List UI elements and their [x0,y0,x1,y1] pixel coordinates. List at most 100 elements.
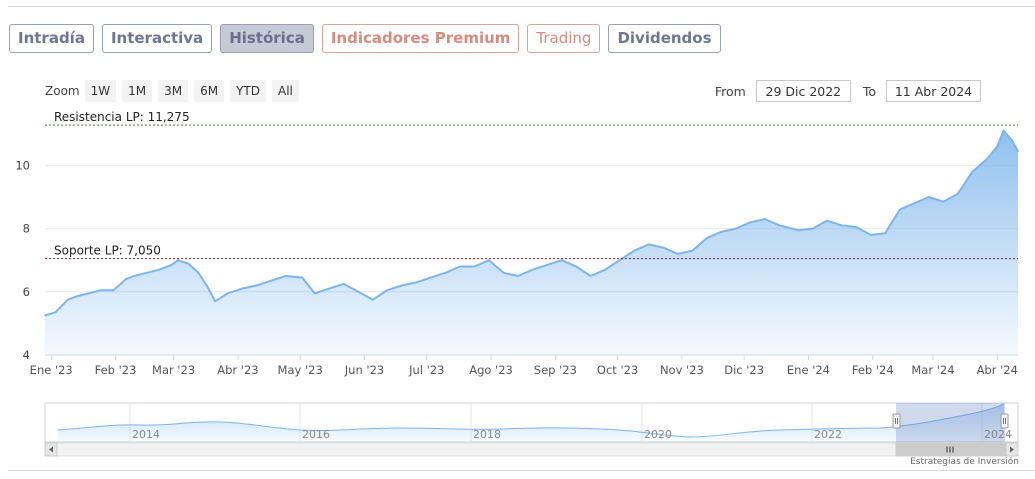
zoom-ytd-button[interactable]: YTD [230,80,266,102]
arrow-right-icon [1010,446,1014,453]
data-point [662,246,664,249]
x-tick-label: Jun '23 [344,363,384,377]
data-point [797,229,799,231]
data-point [913,202,916,205]
data-point [75,295,77,298]
data-point [1017,150,1019,152]
data-point [170,264,173,266]
data-point [459,265,461,268]
from-date-input[interactable] [755,80,851,102]
data-point [328,287,331,290]
annotations: Resistencia LP: 11,275 Soporte LP: 7,050 [45,110,1018,260]
chart-tabs: Intradía Interactiva Histórica Indicador… [9,24,721,53]
zoom-all-button[interactable]: All [272,80,299,102]
data-point [145,272,148,274]
navigator-mask[interactable] [896,403,1005,442]
data-point [778,224,781,227]
data-point [840,224,843,227]
data-point [54,311,57,314]
x-tick-label: Abr '23 [217,363,258,377]
data-point [647,243,650,246]
support-label: Soporte LP: 7,050 [54,244,161,258]
data-point [764,218,766,220]
resistance-label: Resistencia LP: 11,275 [54,110,190,124]
navigator-label-2022: 2022 [814,428,842,441]
zoom-1m-button[interactable]: 1M [122,80,153,102]
navigator-handle-right[interactable] [1000,413,1009,429]
navigator-label-2016: 2016 [302,428,330,441]
data-point [125,278,127,281]
navigator-label-2014: 2014 [132,428,160,441]
zoom-6m-button[interactable]: 6M [194,80,225,102]
tab-dividendos[interactable]: Dividendos [608,24,721,53]
data-point [177,259,179,262]
x-tick-label: Feb '24 [852,363,894,377]
data-point [971,170,974,173]
tab-intradia[interactable]: Intradía [9,24,94,53]
scrollbar-thumb[interactable] [895,442,1007,457]
tab-interactiva[interactable]: Interactiva [101,24,213,53]
x-tick-label: Feb '23 [95,363,137,377]
data-point [67,298,69,301]
data-point [898,208,901,211]
data-point [214,300,216,303]
navigator-label-2020: 2020 [644,428,672,441]
data-point [942,200,945,203]
x-tick-label: Jul '23 [408,363,444,377]
data-point [749,221,752,224]
data-point [241,287,243,290]
data-point [473,265,476,268]
navigator-label-2018: 2018 [473,428,501,441]
data-point [197,272,200,274]
top-divider [8,6,1035,7]
data-point [401,284,403,287]
data-point [706,237,708,239]
data-point [855,226,857,228]
data-point [735,227,737,230]
x-tick-label: Abr '24 [977,363,1018,377]
date-range-selector: From To [715,80,981,102]
data-point [415,281,418,284]
navigator-handle-left[interactable] [892,413,901,429]
data-point [691,249,694,252]
data-point [1002,129,1005,132]
navigator[interactable]: 2014 2016 2018 2020 2022 2024 [44,402,1019,443]
data-point [546,264,548,266]
zoom-selector: Zoom 1W 1M 3M 6M YTD All [45,80,305,102]
x-tick-label: Oct '23 [597,363,638,377]
data-point [372,298,374,301]
zoom-3m-button[interactable]: 3M [158,80,189,102]
data-point [589,275,592,277]
data-point [531,268,534,271]
x-tick-label: Dic '23 [724,363,764,377]
zoom-label: Zoom [45,84,80,98]
series-layer [44,129,1019,355]
zoom-1w-button[interactable]: 1W [84,80,117,102]
data-point [618,259,621,262]
data-point [957,193,959,195]
data-point [313,292,316,295]
data-point [301,276,304,279]
tab-indicadores-premium[interactable]: Indicadores Premium [321,24,520,53]
scrollbar[interactable] [44,442,1019,457]
y-tick-label: 4 [23,348,30,362]
y-tick-label: 6 [23,285,30,299]
navigator-area [58,404,1004,442]
data-point [112,289,115,292]
tab-trading[interactable]: Trading [527,24,601,53]
data-point [633,249,635,252]
bottom-divider [8,470,1035,471]
to-label: To [862,83,876,99]
scrollbar-track[interactable] [44,442,1019,457]
data-point [386,289,389,292]
x-tick-label: Mar '23 [152,363,195,377]
tab-historica[interactable]: Histórica [220,24,314,53]
y-tick-label: 8 [23,222,30,236]
to-date-input[interactable] [886,80,981,102]
data-point [811,227,814,230]
data-point [826,219,828,222]
arrow-left-icon [49,446,53,453]
data-point [1011,139,1013,141]
data-point [869,234,872,236]
